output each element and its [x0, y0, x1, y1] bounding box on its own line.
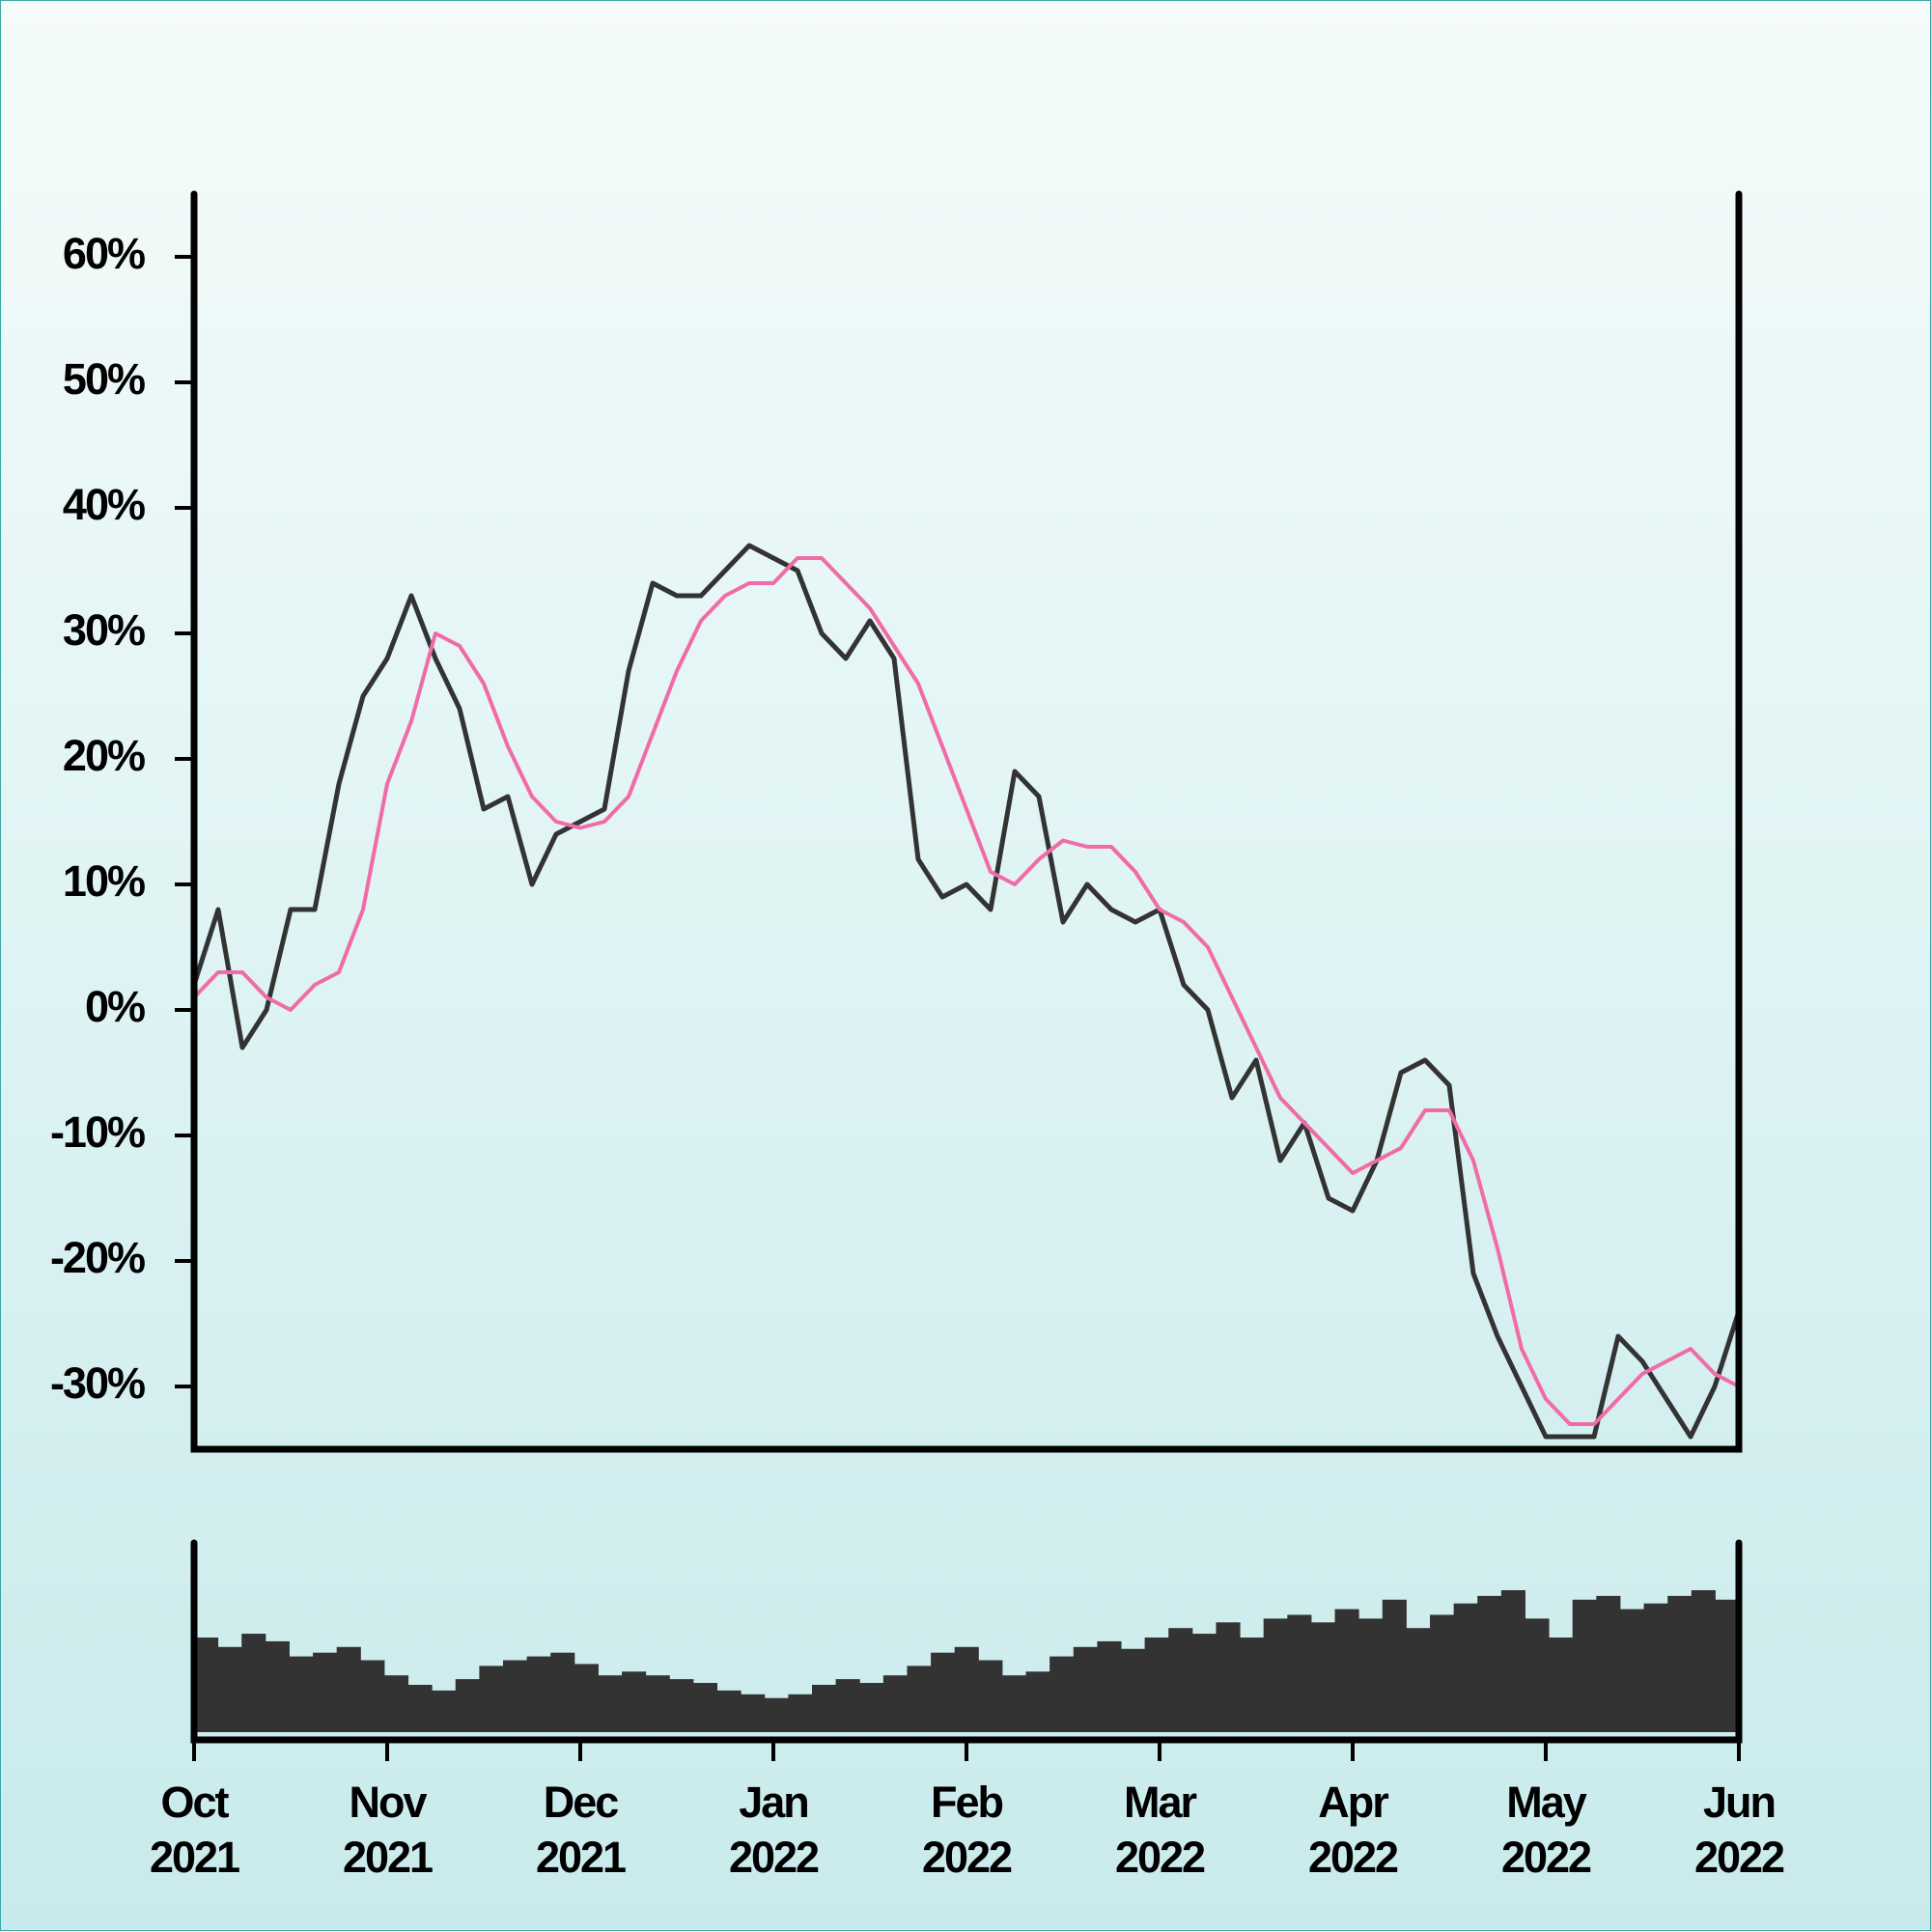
volume-bar	[1121, 1648, 1146, 1732]
volume-bar	[645, 1675, 670, 1732]
volume-bar	[1049, 1656, 1075, 1732]
volume-bar	[978, 1660, 1003, 1732]
volume-bar	[241, 1634, 266, 1732]
x-tick-label: Oct 2021	[149, 1778, 240, 1882]
x-tick-label: May 2022	[1500, 1778, 1592, 1882]
x-tick-label: Nov 2021	[342, 1778, 434, 1882]
x-tick-label: Mar 2022	[1114, 1778, 1206, 1882]
volume-bar	[383, 1675, 409, 1732]
volume-bar	[1144, 1638, 1169, 1732]
volume-bar	[741, 1694, 766, 1732]
volume-bar	[1430, 1614, 1455, 1732]
y-tick-label: 40%	[63, 480, 145, 529]
volume-bar	[669, 1679, 694, 1732]
volume-bar	[1619, 1609, 1645, 1732]
volume-bar	[407, 1685, 433, 1732]
volume-bar	[907, 1666, 932, 1732]
volume-bar	[764, 1697, 789, 1732]
y-tick-label: -30%	[50, 1358, 145, 1408]
volume-bar	[1216, 1622, 1241, 1732]
volume-bar	[1001, 1675, 1027, 1732]
volume-bar	[1168, 1628, 1193, 1732]
y-tick-label: 30%	[63, 605, 145, 655]
volume-bar	[550, 1652, 575, 1732]
volume-bar	[716, 1690, 742, 1732]
volume-bar	[1691, 1590, 1716, 1732]
volume-bar	[812, 1685, 837, 1732]
volume-bar	[1025, 1671, 1050, 1732]
volume-bar	[598, 1675, 623, 1732]
volume-bar	[1500, 1590, 1525, 1732]
x-tick-label: Feb 2022	[921, 1778, 1013, 1882]
volume-bar	[194, 1638, 219, 1732]
volume-bar	[1715, 1599, 1740, 1732]
volume-bar	[1358, 1618, 1384, 1732]
volume-bar	[1667, 1595, 1693, 1732]
x-tick-label: Dec 2021	[535, 1778, 627, 1882]
volume-bar	[1643, 1603, 1668, 1732]
volume-bar	[479, 1666, 504, 1732]
volume-bar	[1334, 1609, 1359, 1732]
volume-bar	[954, 1646, 979, 1732]
volume-bar	[1549, 1638, 1574, 1732]
y-tick-label: 50%	[63, 354, 145, 404]
volume-bar	[265, 1640, 290, 1732]
volume-bar	[1477, 1595, 1502, 1732]
volume-bar	[1097, 1640, 1122, 1732]
y-tick-label: 60%	[63, 229, 145, 278]
volume-bar	[1240, 1638, 1265, 1732]
volume-bar	[1263, 1618, 1288, 1732]
y-tick-label: -20%	[50, 1233, 145, 1282]
y-tick-label: 20%	[63, 731, 145, 780]
volume-bar	[859, 1683, 884, 1732]
volume-bar	[289, 1656, 314, 1732]
volume-bar	[503, 1660, 528, 1732]
x-tick-label: Apr 2022	[1307, 1778, 1399, 1882]
series-line	[192, 556, 1740, 1426]
volume-bar	[1382, 1599, 1407, 1732]
volume-bar	[1453, 1603, 1478, 1732]
volume-bar	[1191, 1634, 1217, 1732]
volume-bar	[1310, 1622, 1336, 1732]
volume-bar	[455, 1679, 480, 1732]
volume-bar	[882, 1675, 908, 1732]
volume-bar	[692, 1683, 718, 1732]
x-tick-label: Jan 2022	[728, 1778, 820, 1882]
volume-bar	[336, 1646, 361, 1732]
axis-frame	[190, 190, 1743, 1453]
y-tick-label: 0%	[85, 982, 145, 1031]
x-tick-label: Jun 2022	[1693, 1778, 1785, 1882]
volume-bar	[788, 1694, 813, 1732]
y-tick-label: -10%	[50, 1107, 145, 1157]
volume-bar	[313, 1652, 338, 1732]
volume-bar	[574, 1664, 599, 1732]
volume-bar	[931, 1652, 956, 1732]
volume-bar	[835, 1679, 860, 1732]
volume-bar	[360, 1660, 385, 1732]
volume-bar	[1596, 1595, 1621, 1732]
volume-bar	[1406, 1628, 1431, 1732]
series-line	[191, 543, 1742, 1440]
volume-bar	[1073, 1646, 1098, 1732]
volume-bar	[432, 1690, 457, 1732]
volume-bar	[1572, 1599, 1597, 1732]
volume-bar	[217, 1646, 242, 1732]
volume-frame	[190, 1539, 1743, 1744]
volume-bar	[1287, 1614, 1312, 1732]
volume-bar	[1525, 1618, 1550, 1732]
volume-bar	[622, 1671, 647, 1732]
y-tick-label: 10%	[63, 856, 145, 906]
volume-bar	[526, 1656, 551, 1732]
